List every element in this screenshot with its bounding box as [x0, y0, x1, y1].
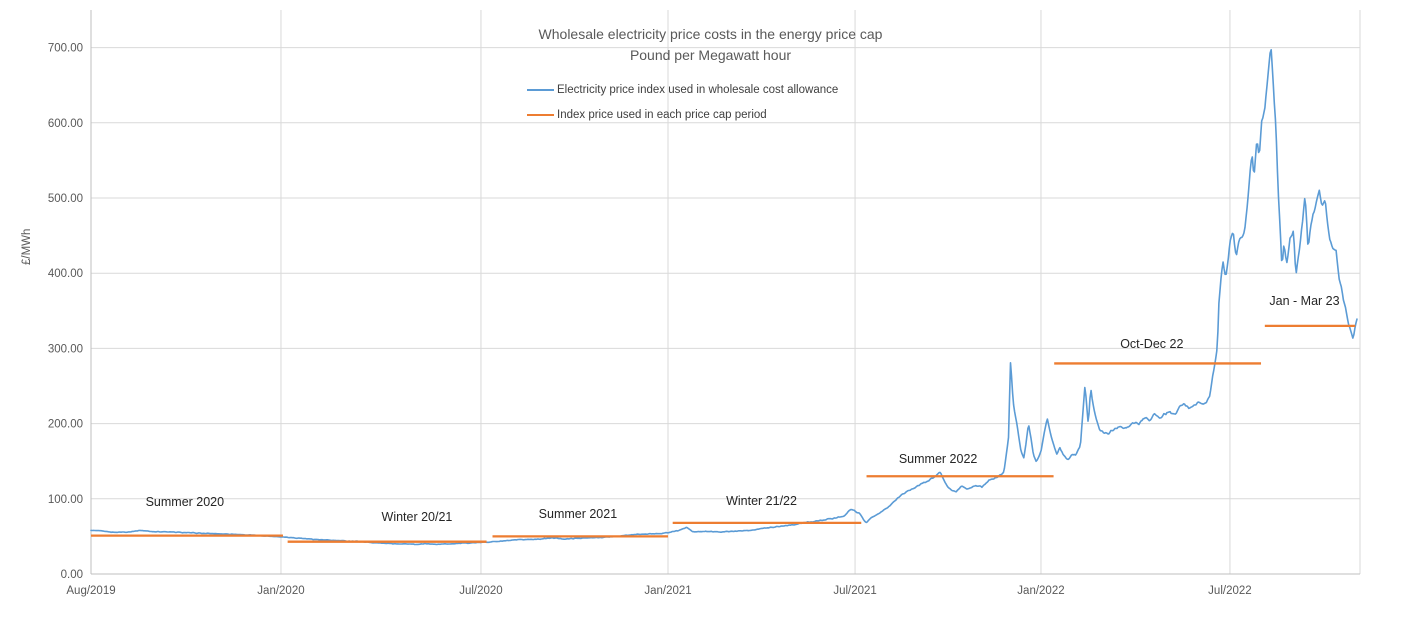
x-tick-label: Jan/2022 — [1017, 585, 1064, 597]
annotation-label: Jan - Mar 23 — [1269, 294, 1339, 308]
legend-label: Electricity price index used in wholesal… — [557, 83, 839, 96]
y-tick-label: 200.00 — [48, 419, 83, 431]
annotation-label: Summer 2021 — [539, 507, 618, 521]
annotation-label: Summer 2020 — [146, 495, 225, 509]
y-tick-label: 400.00 — [48, 268, 83, 280]
legend-swatch-icon — [527, 113, 554, 116]
y-tick-label: 500.00 — [48, 193, 83, 205]
x-tick-label: Jan/2021 — [644, 585, 691, 597]
x-tick-label: Jul/2022 — [1208, 585, 1251, 597]
legend-item-1: Index price used in each price cap perio… — [527, 102, 838, 127]
legend-item-0: Electricity price index used in wholesal… — [527, 77, 838, 102]
x-tick-label: Jul/2021 — [833, 585, 876, 597]
x-tick-label: Aug/2019 — [66, 585, 115, 597]
annotation-label: Winter 21/22 — [726, 494, 797, 508]
y-tick-label: 600.00 — [48, 118, 83, 130]
y-tick-label: 700.00 — [48, 43, 83, 55]
annotation-label: Oct-Dec 22 — [1120, 337, 1183, 351]
y-tick-label: 300.00 — [48, 343, 83, 355]
y-tick-label: 0.00 — [61, 569, 83, 581]
y-tick-label: 100.00 — [48, 494, 83, 506]
annotation-label: Winter 20/21 — [382, 510, 453, 524]
electricity-price-index-line — [90, 49, 1358, 546]
annotation-label: Summer 2022 — [899, 452, 978, 466]
legend: Electricity price index used in wholesal… — [527, 77, 838, 127]
legend-swatch-icon — [527, 88, 554, 91]
legend-label: Index price used in each price cap perio… — [557, 108, 767, 121]
x-tick-label: Jul/2020 — [459, 585, 502, 597]
x-tick-label: Jan/2020 — [257, 585, 304, 597]
